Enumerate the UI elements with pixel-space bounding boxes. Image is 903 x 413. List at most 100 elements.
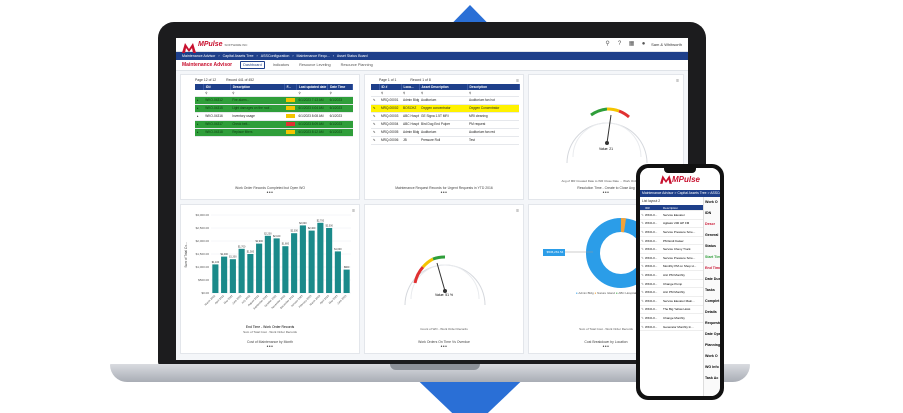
more-icon[interactable]: ••• <box>440 190 448 196</box>
column-header[interactable]: Loca... <box>401 84 420 90</box>
column-header[interactable]: Description <box>467 84 520 90</box>
edit-icon[interactable]: ✎ <box>371 112 379 121</box>
table-row[interactable]: ▸ WKO-04312 Fire alarm... 6/1/2023 7:13 AM 6… <box>195 96 353 105</box>
cell[interactable]: WKO-04317 <box>203 120 231 129</box>
edit-icon[interactable]: ✎ <box>641 229 644 234</box>
chart-bar[interactable] <box>334 251 341 293</box>
chart-bar[interactable] <box>212 264 219 293</box>
legend-item[interactable]: Nature Island <box>597 291 615 295</box>
cell[interactable]: MRQ-00002 <box>379 104 401 113</box>
edit-icon[interactable]: ✎ <box>371 96 379 105</box>
breadcrumb-item[interactable]: Maintenance Advisor <box>182 54 216 58</box>
list-item[interactable]: ✎ WKO-0... Change Monthly <box>640 314 703 323</box>
edit-icon[interactable]: ✎ <box>641 272 644 277</box>
column-header[interactable]: F... <box>284 84 298 90</box>
breadcrumb-item[interactable]: ASSConfiguration <box>260 54 290 58</box>
column-header[interactable]: Asset Description <box>419 84 468 90</box>
chart-bar[interactable] <box>308 230 315 293</box>
edit-icon[interactable]: ✎ <box>371 136 379 145</box>
column-header[interactable]: ID# <box>645 205 650 210</box>
list-item[interactable]: ✎ WKO-0... Aric PM Monthly <box>640 288 703 297</box>
more-icon[interactable]: ••• <box>266 190 274 196</box>
search-icon[interactable]: ⚲ <box>605 41 610 47</box>
cell[interactable]: MRQ-00003 <box>379 112 401 121</box>
table-row[interactable]: ▸ WKO-04315 Light damages on the roof... 6/… <box>195 104 353 113</box>
menu-icon[interactable]: ≡ <box>516 78 519 84</box>
layout-select[interactable]: List layout 2 <box>642 199 661 203</box>
breadcrumb-item[interactable]: Maintenance Requ... <box>296 54 330 58</box>
chart-bar[interactable] <box>282 246 289 293</box>
grid-icon[interactable]: ▦ <box>628 41 635 47</box>
column-header[interactable]: Description <box>230 84 285 90</box>
edit-icon[interactable]: ✎ <box>641 298 644 303</box>
edit-icon[interactable]: ✎ <box>641 315 644 320</box>
chart-bar[interactable] <box>264 235 271 293</box>
cell[interactable]: WKO-04316 <box>203 112 231 121</box>
help-icon[interactable]: ? <box>617 41 622 47</box>
menu-icon[interactable]: ≡ <box>352 208 355 214</box>
legend-item[interactable]: ABC Hospital <box>618 291 637 295</box>
edit-icon[interactable]: ✎ <box>371 104 379 113</box>
list-item[interactable]: ✎ WKO-0... Service Elevator <box>640 211 703 220</box>
list-item[interactable]: ✎ WKO-0... Generator Monthly In... <box>640 323 703 332</box>
cell[interactable]: MRQ-00001 <box>379 96 401 105</box>
row-select-icon[interactable]: ▸ <box>195 112 204 121</box>
chart-bar[interactable] <box>256 243 263 293</box>
list-item[interactable]: ✎ WKO-0... The Big Yellow Hoist <box>640 306 703 315</box>
table-row[interactable]: ▸ WKO-04317 Check belt... 6/1/2023 8:09 AM 6… <box>195 120 353 129</box>
phone-breadcrumb[interactable]: Maintenance Advisor > Capital Assets Tre… <box>640 190 720 197</box>
edit-icon[interactable]: ✎ <box>371 120 379 129</box>
table-row[interactable]: ✎ MRQ-00006 JB Pressure Roll Test <box>371 136 519 145</box>
legend-item[interactable]: Sum of Total Cost <box>243 330 267 334</box>
cell[interactable]: MRQ-00004 <box>379 120 401 129</box>
list-item[interactable]: ✎ WKO-0... Aric PM Monthly <box>640 271 703 280</box>
tab-indicators[interactable]: Indicators <box>272 63 290 67</box>
more-icon[interactable]: ••• <box>440 344 448 350</box>
edit-icon[interactable]: ✎ <box>641 255 644 260</box>
list-item[interactable]: ✎ WKO-0... Monthly PM on Shop H... <box>640 263 703 272</box>
table-row[interactable]: ✎ MRQ-00002 BOSCHZ Oxygen concentrator Oxyge… <box>371 104 519 113</box>
breadcrumb-item[interactable]: Asset Status Board <box>336 54 368 58</box>
cell[interactable]: MRQ-00005 <box>379 128 401 137</box>
edit-icon[interactable]: ✎ <box>641 324 644 329</box>
chart-bar[interactable] <box>238 248 245 293</box>
list-item[interactable]: ✎ WKO-0... Change Pump <box>640 280 703 289</box>
menu-icon[interactable]: ≡ <box>516 208 519 214</box>
chart-bar[interactable] <box>273 238 280 293</box>
cell[interactable]: WKO-04318 <box>203 128 231 137</box>
edit-icon[interactable]: ✎ <box>641 221 644 226</box>
edit-icon[interactable]: ✎ <box>371 128 379 137</box>
menu-icon[interactable]: ≡ <box>676 78 679 84</box>
tab-resource-planning[interactable]: Resource Planning <box>340 63 373 67</box>
edit-icon[interactable]: ✎ <box>641 264 644 269</box>
list-item[interactable]: ✎ WKO-0... Service Chevy Truck <box>640 245 703 254</box>
row-select-icon[interactable]: ▸ <box>195 96 204 105</box>
chart-bar[interactable] <box>221 256 228 293</box>
tab-dashboard[interactable]: Dashboard <box>240 61 265 69</box>
edit-icon[interactable]: ✎ <box>641 212 644 217</box>
more-icon[interactable]: ••• <box>602 190 610 196</box>
legend-item[interactable]: Work Order Records <box>269 330 297 334</box>
chart-bar[interactable] <box>299 225 306 293</box>
cell[interactable]: WKO-04312 <box>203 96 231 105</box>
column-header[interactable]: Date Time <box>327 84 353 90</box>
column-header[interactable]: ID# <box>203 84 231 90</box>
column-header[interactable] <box>371 84 380 90</box>
table-row[interactable]: ▸ WKO-04316 Inventory usage 6/1/2023 8:08 A… <box>195 112 353 121</box>
more-icon[interactable]: ••• <box>266 344 274 350</box>
edit-icon[interactable]: ✎ <box>641 238 644 243</box>
column-header[interactable]: Description <box>663 205 679 210</box>
list-item[interactable]: ✎ WKO-0... Service Elevator Main... <box>640 297 703 306</box>
table-row[interactable]: ✎ MRQ-00001 Admin Bldg Auditorium Auditorium… <box>371 96 519 105</box>
user-name[interactable]: Sam & Whitworth <box>651 41 682 47</box>
edit-icon[interactable]: ✎ <box>641 290 644 295</box>
row-select-icon[interactable]: ▸ <box>195 128 204 137</box>
edit-icon[interactable]: ✎ <box>641 247 644 252</box>
list-item[interactable]: ✎ WKO-0... Service Pressure Scre... <box>640 228 703 237</box>
list-item[interactable]: ✎ WKO-0... Agitator 200 HP FM <box>640 220 703 229</box>
more-icon[interactable]: ••• <box>602 344 610 350</box>
breadcrumb-item[interactable]: Capital Assets Tree <box>222 54 254 58</box>
row-select-icon[interactable]: ▸ <box>195 120 204 129</box>
list-item[interactable]: ✎ WKO-0... Service Pressure Scre... <box>640 254 703 263</box>
